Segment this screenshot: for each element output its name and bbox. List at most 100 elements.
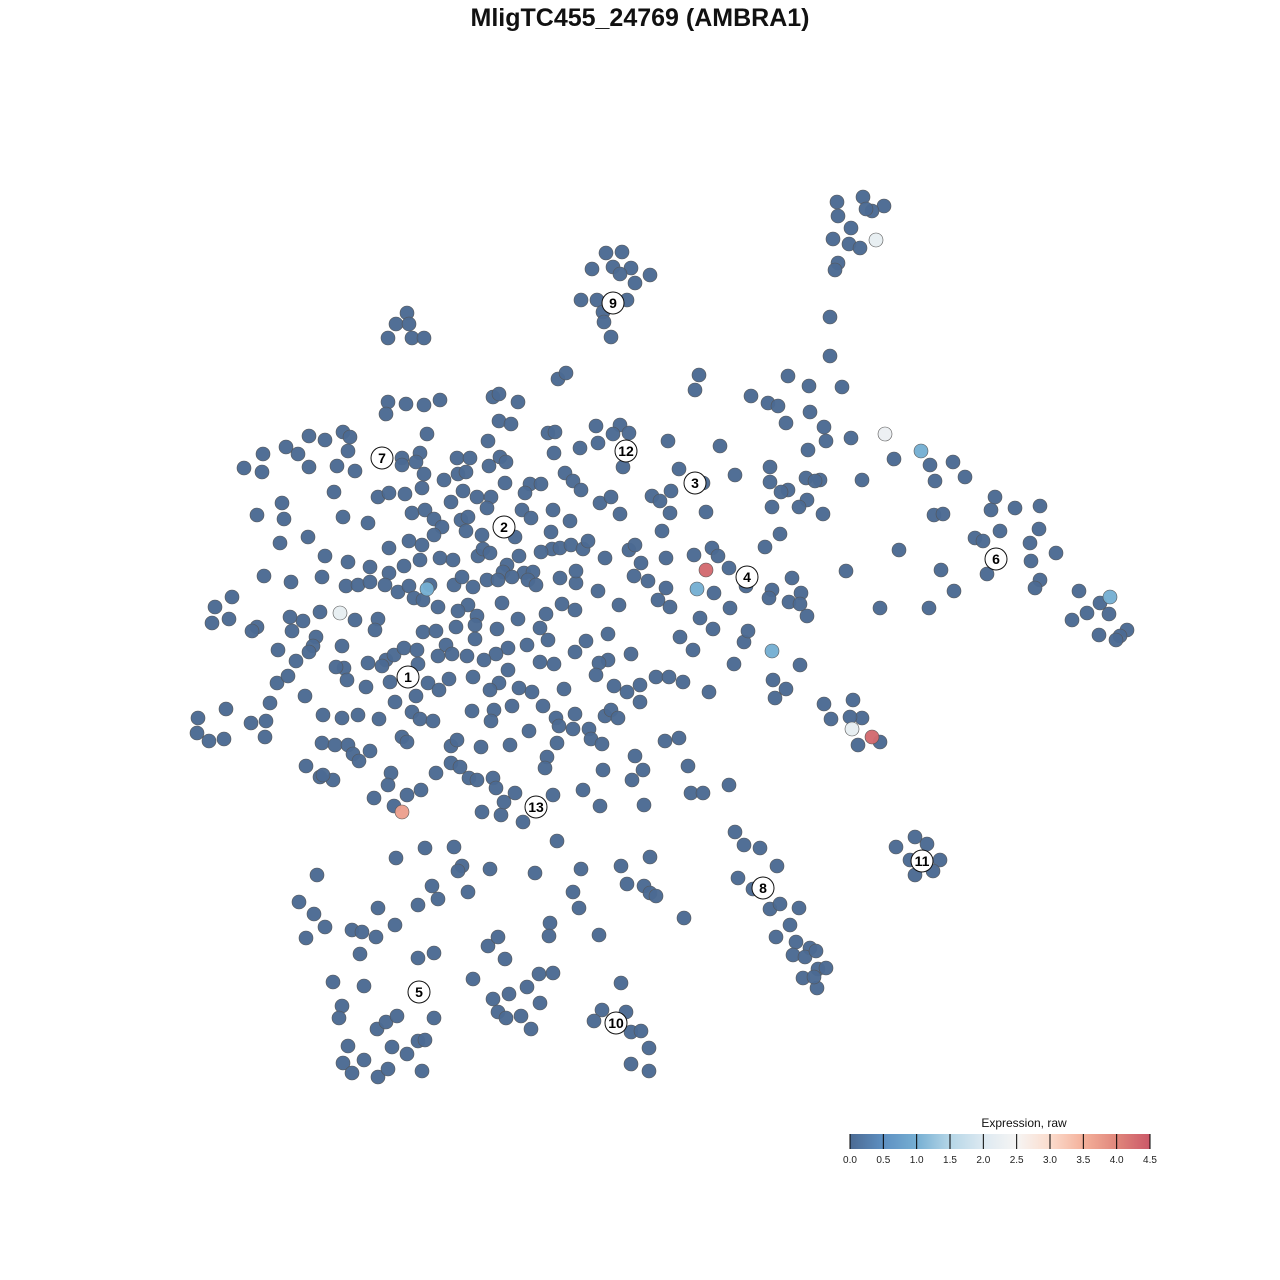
cluster-label-text: 7 — [378, 450, 386, 466]
data-point — [384, 1039, 400, 1055]
data-point — [603, 489, 619, 505]
data-point — [351, 753, 367, 769]
data-point — [605, 426, 621, 442]
data-point — [533, 544, 549, 560]
cluster-label: 5 — [407, 980, 431, 1004]
data-point — [588, 418, 604, 434]
data-point — [416, 330, 432, 346]
data-point — [317, 548, 333, 564]
data-point — [420, 675, 436, 691]
data-point — [1101, 606, 1117, 622]
data-point — [488, 646, 504, 662]
data-point — [460, 509, 476, 525]
data-point — [692, 610, 708, 626]
data-point — [446, 839, 462, 855]
data-point — [907, 829, 923, 845]
data-point — [498, 1010, 514, 1026]
data-point — [454, 569, 470, 585]
data-point — [549, 735, 565, 751]
data-point — [500, 640, 516, 656]
cluster-label-circle — [492, 515, 516, 539]
data-point — [935, 506, 951, 522]
data-point — [549, 833, 565, 849]
data-point — [1048, 545, 1064, 561]
data-point — [545, 502, 561, 518]
data-point — [523, 510, 539, 526]
data-point — [301, 644, 317, 660]
data-point — [449, 450, 465, 466]
data-point — [551, 718, 567, 734]
data-point — [469, 772, 485, 788]
data-point — [552, 570, 568, 586]
data-point — [340, 554, 356, 570]
data-point — [698, 562, 714, 578]
data-point — [339, 672, 355, 688]
data-point — [872, 600, 888, 616]
data-point — [868, 232, 884, 248]
data-point — [676, 910, 692, 926]
data-point — [580, 533, 596, 549]
cluster-label-text: 12 — [618, 443, 634, 459]
data-point — [822, 348, 838, 364]
cluster-label-text: 13 — [528, 799, 544, 815]
data-point — [401, 316, 417, 332]
data-point — [627, 275, 643, 291]
data-point — [612, 506, 628, 522]
data-point — [282, 609, 298, 625]
data-point — [394, 804, 410, 820]
data-point — [328, 659, 344, 675]
data-point — [380, 330, 396, 346]
data-point — [410, 656, 426, 672]
data-point — [721, 777, 737, 793]
data-point — [946, 583, 962, 599]
data-point — [827, 262, 843, 278]
data-point — [347, 463, 363, 479]
data-point — [600, 626, 616, 642]
data-point — [612, 266, 628, 282]
data-point — [531, 966, 547, 982]
data-point — [540, 632, 556, 648]
data-point — [360, 515, 376, 531]
data-point — [352, 946, 368, 962]
data-point — [785, 947, 801, 963]
data-point — [641, 1040, 657, 1056]
legend-tick-label: 2.0 — [976, 1155, 990, 1166]
data-point — [482, 861, 498, 877]
data-point — [626, 568, 642, 584]
data-point — [521, 723, 537, 739]
data-point — [449, 732, 465, 748]
data-point — [458, 523, 474, 539]
data-point — [378, 406, 394, 422]
data-point — [979, 566, 995, 582]
data-point — [663, 483, 679, 499]
data-point — [380, 777, 396, 793]
data-point — [542, 915, 558, 931]
data-point — [727, 824, 743, 840]
data-point — [207, 599, 223, 615]
data-point — [596, 314, 612, 330]
cluster-label-text: 3 — [691, 475, 699, 491]
data-point — [855, 189, 871, 205]
data-point — [417, 840, 433, 856]
data-point — [257, 729, 273, 745]
data-point — [297, 688, 313, 704]
data-point — [474, 527, 490, 543]
cluster-label: 10 — [604, 1011, 628, 1035]
data-point — [496, 794, 512, 810]
data-point — [575, 782, 591, 798]
data-point — [627, 537, 643, 553]
data-point — [524, 684, 540, 700]
data-point — [519, 637, 535, 653]
data-point — [312, 604, 328, 620]
data-point — [573, 292, 589, 308]
cluster-label: 7 — [370, 446, 394, 470]
data-point — [591, 927, 607, 943]
data-point — [414, 537, 430, 553]
data-point — [578, 633, 594, 649]
data-point — [335, 1055, 351, 1071]
data-point — [430, 599, 446, 615]
data-point — [459, 648, 475, 664]
data-point — [1091, 627, 1107, 643]
cluster-label: 6 — [984, 547, 1008, 571]
